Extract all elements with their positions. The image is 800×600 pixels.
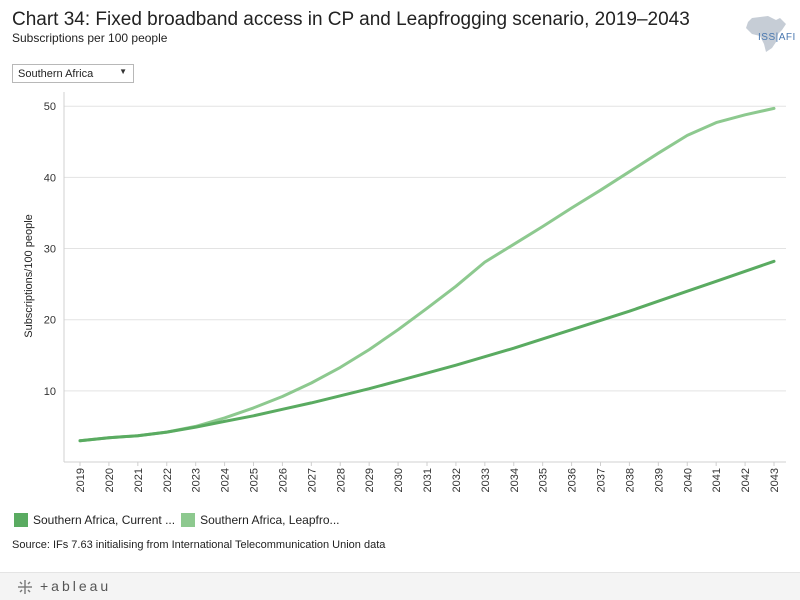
iss-africa-map-logo-icon <box>746 16 786 52</box>
x-tick-label: 2034 <box>509 468 521 492</box>
x-tick-label: 2043 <box>769 468 781 492</box>
x-tick-label: 2036 <box>567 468 579 492</box>
x-tick-label: 2041 <box>711 468 723 492</box>
logo-text: ISS|AFI <box>758 32 796 43</box>
x-tick-label: 2040 <box>682 468 694 492</box>
x-tick-labels: 2019 2020 2021 2022 2023 2024 2025 2026 2027 2028… <box>75 462 781 492</box>
tableau-logo-icon[interactable] <box>16 578 34 596</box>
x-tick-label: 2027 <box>306 468 318 492</box>
chevron-down-icon: ▼ <box>119 67 127 76</box>
x-tick-label: 2031 <box>422 468 434 492</box>
y-tick-label: 20 <box>44 315 56 327</box>
legend-label-leapfrogging: Southern Africa, Leapfro... <box>200 513 340 527</box>
x-tick-label: 2032 <box>451 468 463 492</box>
series-line-southern-africa-current-path[interactable] <box>78 259 776 443</box>
gridlines <box>64 105 786 392</box>
legend-swatch-leapfrogging <box>181 513 196 527</box>
y-tick-label: 50 <box>44 101 56 113</box>
y-tick-labels: 10 20 30 40 50 <box>44 101 56 398</box>
y-tick-label: 30 <box>44 244 56 256</box>
x-tick-label: 2028 <box>335 468 347 492</box>
region-filter-value: Southern Africa <box>18 68 94 80</box>
source-note: Source: IFs 7.63 initialising from Inter… <box>12 539 386 551</box>
x-tick-label: 2042 <box>740 468 752 492</box>
legend-swatch-current <box>14 513 28 527</box>
x-tick-label: 2025 <box>249 468 261 492</box>
x-tick-label: 2029 <box>364 468 376 492</box>
x-tick-label: 2037 <box>596 468 608 492</box>
chart-title: Chart 34: Fixed broadband access in CP a… <box>12 9 690 30</box>
x-tick-label: 2030 <box>393 468 405 492</box>
y-axis-title: Subscriptions/100 people <box>23 214 35 338</box>
y-tick-label: 40 <box>44 172 56 184</box>
legend-label-current: Southern Africa, Current ... <box>33 513 176 527</box>
x-tick-label: 2026 <box>277 468 289 492</box>
legend: Southern Africa, Current ... Southern Af… <box>14 513 340 527</box>
legend-item-leapfrogging[interactable]: Southern Africa, Leapfro... <box>181 513 340 527</box>
x-tick-label: 2023 <box>191 468 203 492</box>
tableau-wordmark[interactable]: +ableau <box>40 578 112 594</box>
legend-item-current-path[interactable]: Southern Africa, Current ... <box>14 513 175 527</box>
x-tick-label: 2019 <box>75 468 87 492</box>
x-tick-label: 2038 <box>624 468 636 492</box>
x-tick-label: 2022 <box>162 468 174 492</box>
chart-subtitle: Subscriptions per 100 people <box>12 31 168 45</box>
x-tick-label: 2020 <box>104 468 116 492</box>
x-tick-label: 2035 <box>538 468 550 492</box>
series-lines[interactable] <box>78 106 776 443</box>
x-tick-label: 2024 <box>220 468 232 492</box>
x-tick-label: 2021 <box>133 468 145 492</box>
region-filter-dropdown[interactable]: Southern Africa ▼ <box>12 64 134 83</box>
tableau-footer: +ableau <box>0 572 800 600</box>
x-tick-label: 2033 <box>480 468 492 492</box>
y-tick-label: 10 <box>44 386 56 398</box>
x-tick-label: 2039 <box>653 468 665 492</box>
